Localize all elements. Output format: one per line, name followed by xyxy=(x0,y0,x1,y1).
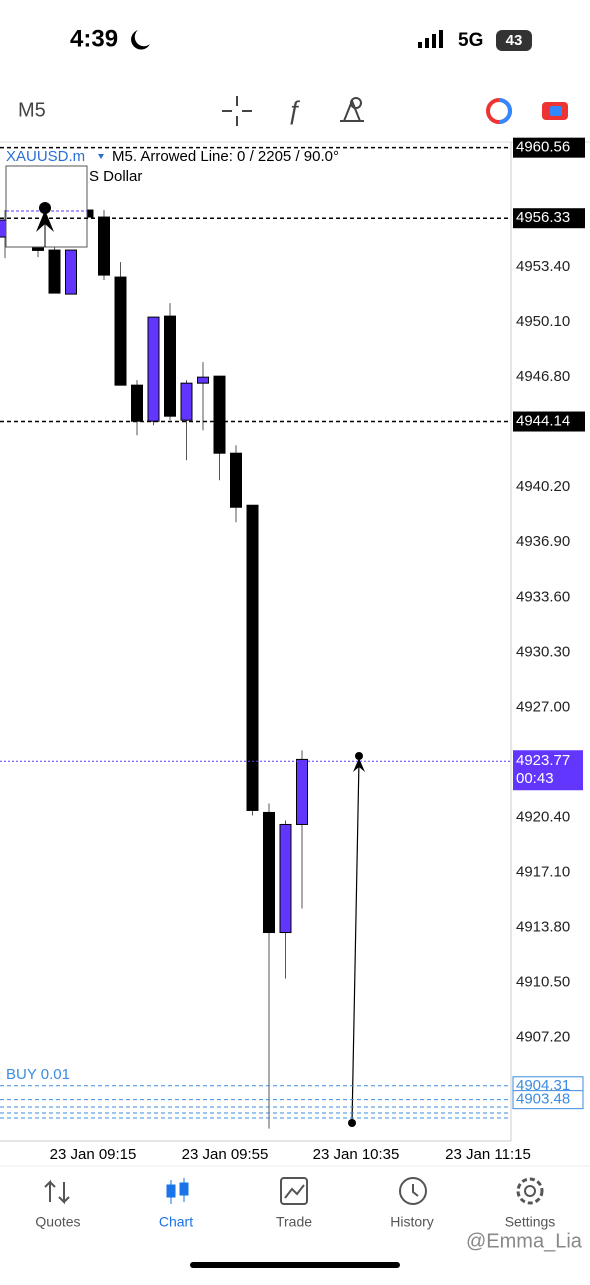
tab-label[interactable]: Settings xyxy=(505,1214,556,1230)
price-label-box xyxy=(513,137,585,158)
x-tick-label: 23 Jan 10:35 xyxy=(313,1146,400,1163)
crosshair-icon[interactable] xyxy=(222,96,252,126)
tab-label[interactable]: Quotes xyxy=(35,1214,80,1230)
x-tick-label: 23 Jan 09:15 xyxy=(50,1146,137,1163)
arrowed-line[interactable] xyxy=(351,759,360,1124)
candle-body xyxy=(296,758,308,825)
y-tick-label: 4913.80 xyxy=(516,918,570,935)
magnifier xyxy=(5,165,88,248)
trade-icon-half xyxy=(498,98,512,124)
candle-body xyxy=(279,823,292,934)
signal-icon xyxy=(418,30,443,48)
current-price: 4923.77 xyxy=(516,752,570,769)
candle-body xyxy=(246,504,259,811)
bar-timer: 00:43 xyxy=(516,770,554,787)
symbol-dropdown[interactable] xyxy=(98,154,104,159)
symbol-description: S Dollar xyxy=(89,168,142,185)
y-tick-label: 4946.80 xyxy=(516,368,570,385)
y-tick-label: 4907.20 xyxy=(516,1029,570,1046)
y-tick-label: 4953.40 xyxy=(516,258,570,275)
candle-body xyxy=(65,249,77,295)
current-price-box xyxy=(513,750,583,791)
object-info: M5. Arrowed Line: 0 / 2205 / 90.0° xyxy=(112,148,339,165)
candle-body xyxy=(147,316,160,422)
indicators-icon[interactable]: ƒ xyxy=(287,95,301,125)
y-tick-label: 4910.50 xyxy=(516,974,570,991)
order-price: 4903.48 xyxy=(516,1091,570,1108)
y-tick-label: 4927.00 xyxy=(516,698,570,715)
tab-bar xyxy=(0,1165,590,1205)
candle-body xyxy=(131,384,143,422)
tab-label[interactable]: Chart xyxy=(159,1214,193,1230)
order-label-box xyxy=(512,1090,584,1110)
candle-body xyxy=(180,382,193,421)
switch-icon-inner xyxy=(550,106,562,116)
arrowed-line-end xyxy=(355,752,363,760)
y-tick-label: 4950.10 xyxy=(516,313,570,330)
battery-level: 43 xyxy=(506,32,523,49)
price-label: 4956.33 xyxy=(516,209,570,226)
arrowhead xyxy=(353,758,365,772)
tab-label[interactable]: History xyxy=(390,1214,434,1230)
candle-body xyxy=(230,452,242,508)
y-tick-label: 4936.90 xyxy=(516,533,570,550)
battery-icon xyxy=(496,30,532,51)
price-label-box xyxy=(513,208,585,229)
candle-body xyxy=(114,276,127,386)
y-tick-label: 4930.30 xyxy=(516,643,570,660)
watermark: @Emma_Lia xyxy=(466,1230,583,1252)
moon-icon xyxy=(131,30,150,50)
network: 5G xyxy=(458,30,483,51)
y-tick-label: 4920.40 xyxy=(516,808,570,825)
plot xyxy=(0,209,308,1129)
candle-body xyxy=(164,315,176,417)
y-tick-label: 4940.20 xyxy=(516,478,570,495)
candle-body xyxy=(197,376,209,384)
price-label: 4944.14 xyxy=(516,412,570,429)
clock: 4:39 xyxy=(70,25,118,52)
objects-icon[interactable] xyxy=(340,97,364,122)
order-price: 4904.31 xyxy=(516,1077,570,1094)
symbol[interactable]: XAUUSD.m xyxy=(6,148,85,165)
arrowed-line-start xyxy=(348,1119,356,1127)
timeframe[interactable]: M5 xyxy=(18,99,46,121)
tab-label[interactable]: Trade xyxy=(276,1214,312,1230)
candle-body xyxy=(263,811,275,934)
candle-body xyxy=(213,375,226,454)
candle-body xyxy=(98,216,110,276)
price-label-box xyxy=(513,411,585,432)
order-label: BUY 0.01 xyxy=(6,1066,70,1083)
price-label: 4960.56 xyxy=(516,139,570,156)
y-tick-label: 4917.10 xyxy=(516,863,570,880)
y-tick-label: 4933.60 xyxy=(516,588,570,605)
home-indicator xyxy=(190,1262,400,1268)
x-tick-label: 23 Jan 11:15 xyxy=(445,1146,531,1163)
x-tick-label: 23 Jan 09:55 xyxy=(182,1146,269,1163)
candle-body xyxy=(48,249,61,294)
